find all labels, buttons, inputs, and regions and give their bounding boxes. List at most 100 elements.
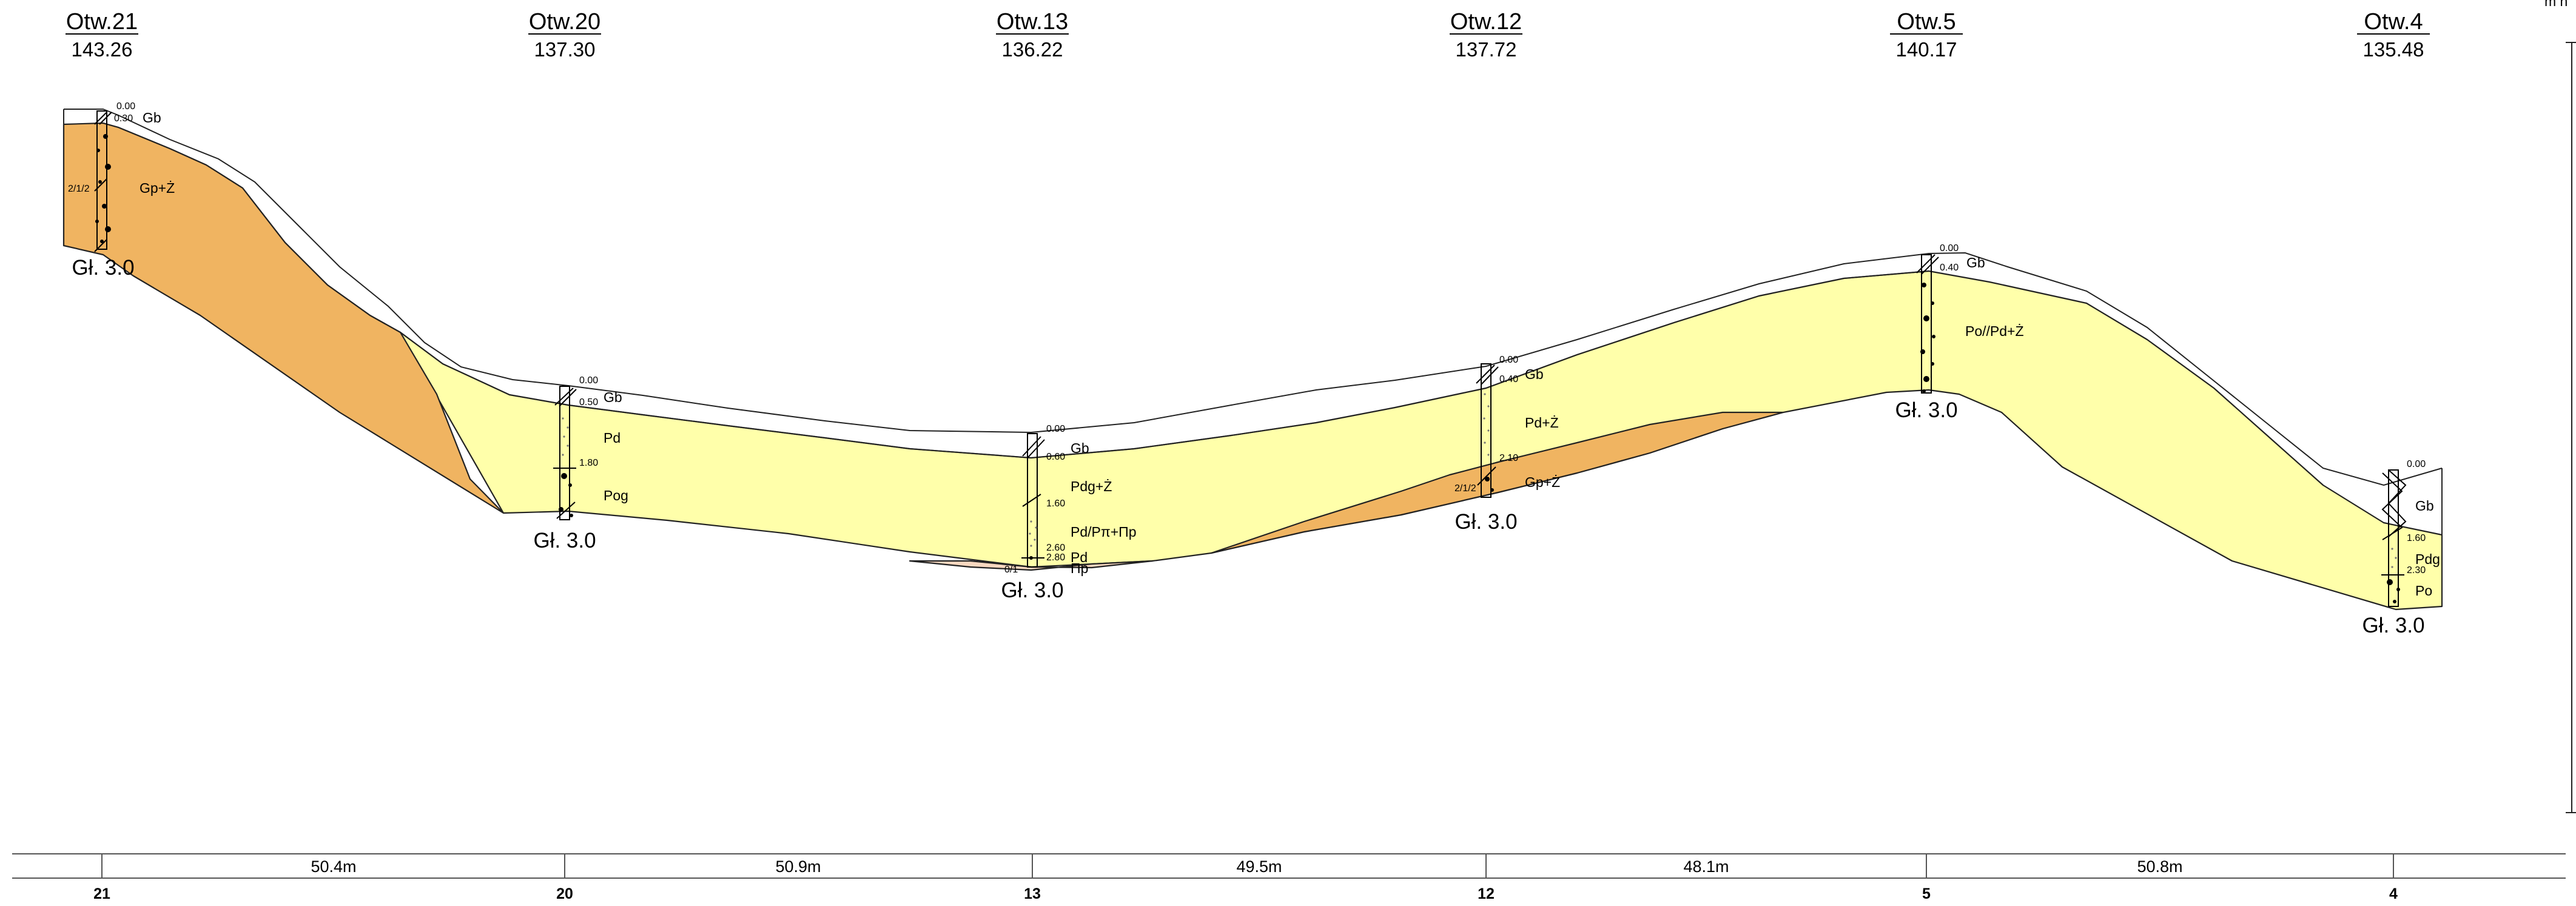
- segment-distance: 50.4m: [311, 857, 356, 876]
- borehole-column: [1481, 363, 1491, 498]
- corner-label: m n: [2544, 0, 2568, 9]
- hatch: [556, 502, 576, 519]
- hatch: [1916, 254, 1935, 273]
- layer-note: 0/1: [1004, 565, 1018, 575]
- hatch: [554, 388, 574, 406]
- layer-depth: 2.80: [1046, 552, 1065, 563]
- layer-note: 2/1/2: [68, 184, 90, 194]
- layer-code: Pd: [1071, 549, 1088, 565]
- hatch: [559, 389, 577, 407]
- borehole-name: Otw.13: [997, 9, 1068, 35]
- station-labels: 21 20 13 12 5 4: [93, 885, 2398, 902]
- borehole-elevation: 137.30: [534, 38, 596, 61]
- borehole-column: [1921, 254, 1932, 394]
- hatch: [94, 112, 107, 125]
- hatch-zigzag: [2387, 469, 2407, 537]
- borehole-name: Otw.5: [1897, 9, 1956, 35]
- gravel-clay-layer-right: [1210, 411, 1784, 554]
- layer-code: Πp: [1071, 560, 1088, 576]
- segment-distance: 49.5m: [1236, 857, 1282, 876]
- layer-depth: 0.00: [579, 375, 598, 386]
- borehole-depth: Gł. 3.0: [1454, 510, 1517, 534]
- hatch: [94, 239, 107, 252]
- layer-depth: 0.40: [1940, 263, 1959, 273]
- layer-code: Gb: [143, 110, 161, 126]
- hatch: [1022, 436, 1041, 457]
- layer-code: Po: [2415, 583, 2432, 599]
- pink-lens: [909, 560, 1154, 571]
- layer-code: Gb: [1966, 255, 1985, 270]
- layer-depth: 0.40: [1499, 374, 1518, 384]
- borehole-column: [559, 386, 570, 520]
- station-number: 12: [1478, 885, 1495, 902]
- layer-code: Pdg+Ż: [1071, 478, 1112, 494]
- layer-depth: 1.60: [1046, 498, 1065, 509]
- borehole-elevation: 136.22: [1002, 38, 1063, 61]
- layer-depth: 2.10: [1499, 453, 1518, 463]
- borehole-depth: Gł. 3.0: [533, 529, 596, 552]
- layer-code: Gb: [604, 389, 622, 405]
- hatch: [1477, 466, 1496, 486]
- distance-scale: [12, 853, 2566, 879]
- hatch: [1481, 366, 1499, 385]
- ground-top-line: [64, 109, 2443, 486]
- hatch: [1476, 364, 1495, 384]
- layer-code: Pd: [604, 430, 620, 446]
- layer-depth: 0.30: [114, 113, 133, 124]
- borehole-elevation: 135.48: [2363, 38, 2424, 61]
- ground-base-line: [103, 122, 1929, 459]
- borehole-column: [96, 110, 107, 250]
- gravel-dots: [95, 134, 2400, 603]
- segment-distance: 48.1m: [1683, 857, 1729, 876]
- borehole-depth: Gł. 3.0: [72, 256, 134, 280]
- layer-code: Pd/Pπ+Πp: [1071, 524, 1137, 540]
- hatch: [1921, 257, 1939, 275]
- station-number: 13: [1024, 885, 1041, 902]
- layer-code: Gp+Ż: [1525, 474, 1560, 490]
- sand-stipple: [562, 393, 2397, 568]
- borehole-name: Otw.20: [529, 9, 600, 35]
- layer-depth: 0.00: [1499, 355, 1518, 365]
- layer-depth: 2.60: [1046, 543, 1065, 553]
- borehole-name: Otw.4: [2364, 9, 2423, 35]
- borehole-name: Otw.21: [66, 9, 138, 35]
- borehole-elevation: 140.17: [1896, 38, 1957, 61]
- segment-distance: 50.8m: [2137, 857, 2182, 876]
- station-number: 4: [2389, 885, 2398, 902]
- borehole-depth: Gł. 3.0: [1895, 398, 1957, 422]
- layer-note: 2/1/2: [1454, 483, 1476, 494]
- layer-depth: 0.00: [1046, 424, 1065, 434]
- strata-layers: [62, 122, 2443, 611]
- layer-depth: 0.50: [579, 397, 598, 408]
- layer-code: Gb: [1071, 440, 1089, 456]
- hatch: [1027, 439, 1045, 458]
- layer-code: Gp+Ż: [140, 180, 175, 196]
- layer-code: Po//Pd+Ż: [1965, 323, 2024, 339]
- borehole-column: [1027, 433, 1038, 568]
- segment-distance: 50.9m: [775, 857, 821, 876]
- layer-depth: 0.00: [1940, 243, 1959, 253]
- hatch-zigzag: [2381, 472, 2403, 540]
- borehole-depth: Gł. 3.0: [1001, 579, 1063, 602]
- gravel-clay-layer-left: [62, 122, 505, 514]
- layer-code: Gb: [1525, 366, 1544, 382]
- layer-code: Gb: [2415, 498, 2434, 514]
- station-number: 20: [556, 885, 573, 902]
- station-number: 5: [1922, 885, 1931, 902]
- borehole-depth: Gł. 3.0: [2362, 614, 2424, 637]
- layer-depth: 0.60: [1046, 452, 1065, 462]
- layer-code: Pdg: [2415, 551, 2440, 567]
- borehole-name: Otw.12: [1450, 9, 1522, 35]
- layer-code: Pog: [604, 488, 628, 503]
- borehole-elevation: 143.26: [72, 38, 133, 61]
- layer-depth: 0.00: [116, 101, 135, 112]
- layer-depth: 0.00: [2407, 459, 2426, 469]
- depth-labels: Gł. 3.0 Gł. 3.0 Gł. 3.0 Gł. 3.0 Gł. 3.0 …: [72, 256, 2424, 637]
- layer-code: Pd+Ż: [1525, 415, 1559, 431]
- hatch: [1022, 494, 1041, 507]
- ground-surface: [63, 109, 2443, 606]
- layer-depth: 2.30: [2407, 565, 2426, 575]
- layer-depth: 1.60: [2407, 533, 2426, 543]
- station-number: 21: [93, 885, 110, 902]
